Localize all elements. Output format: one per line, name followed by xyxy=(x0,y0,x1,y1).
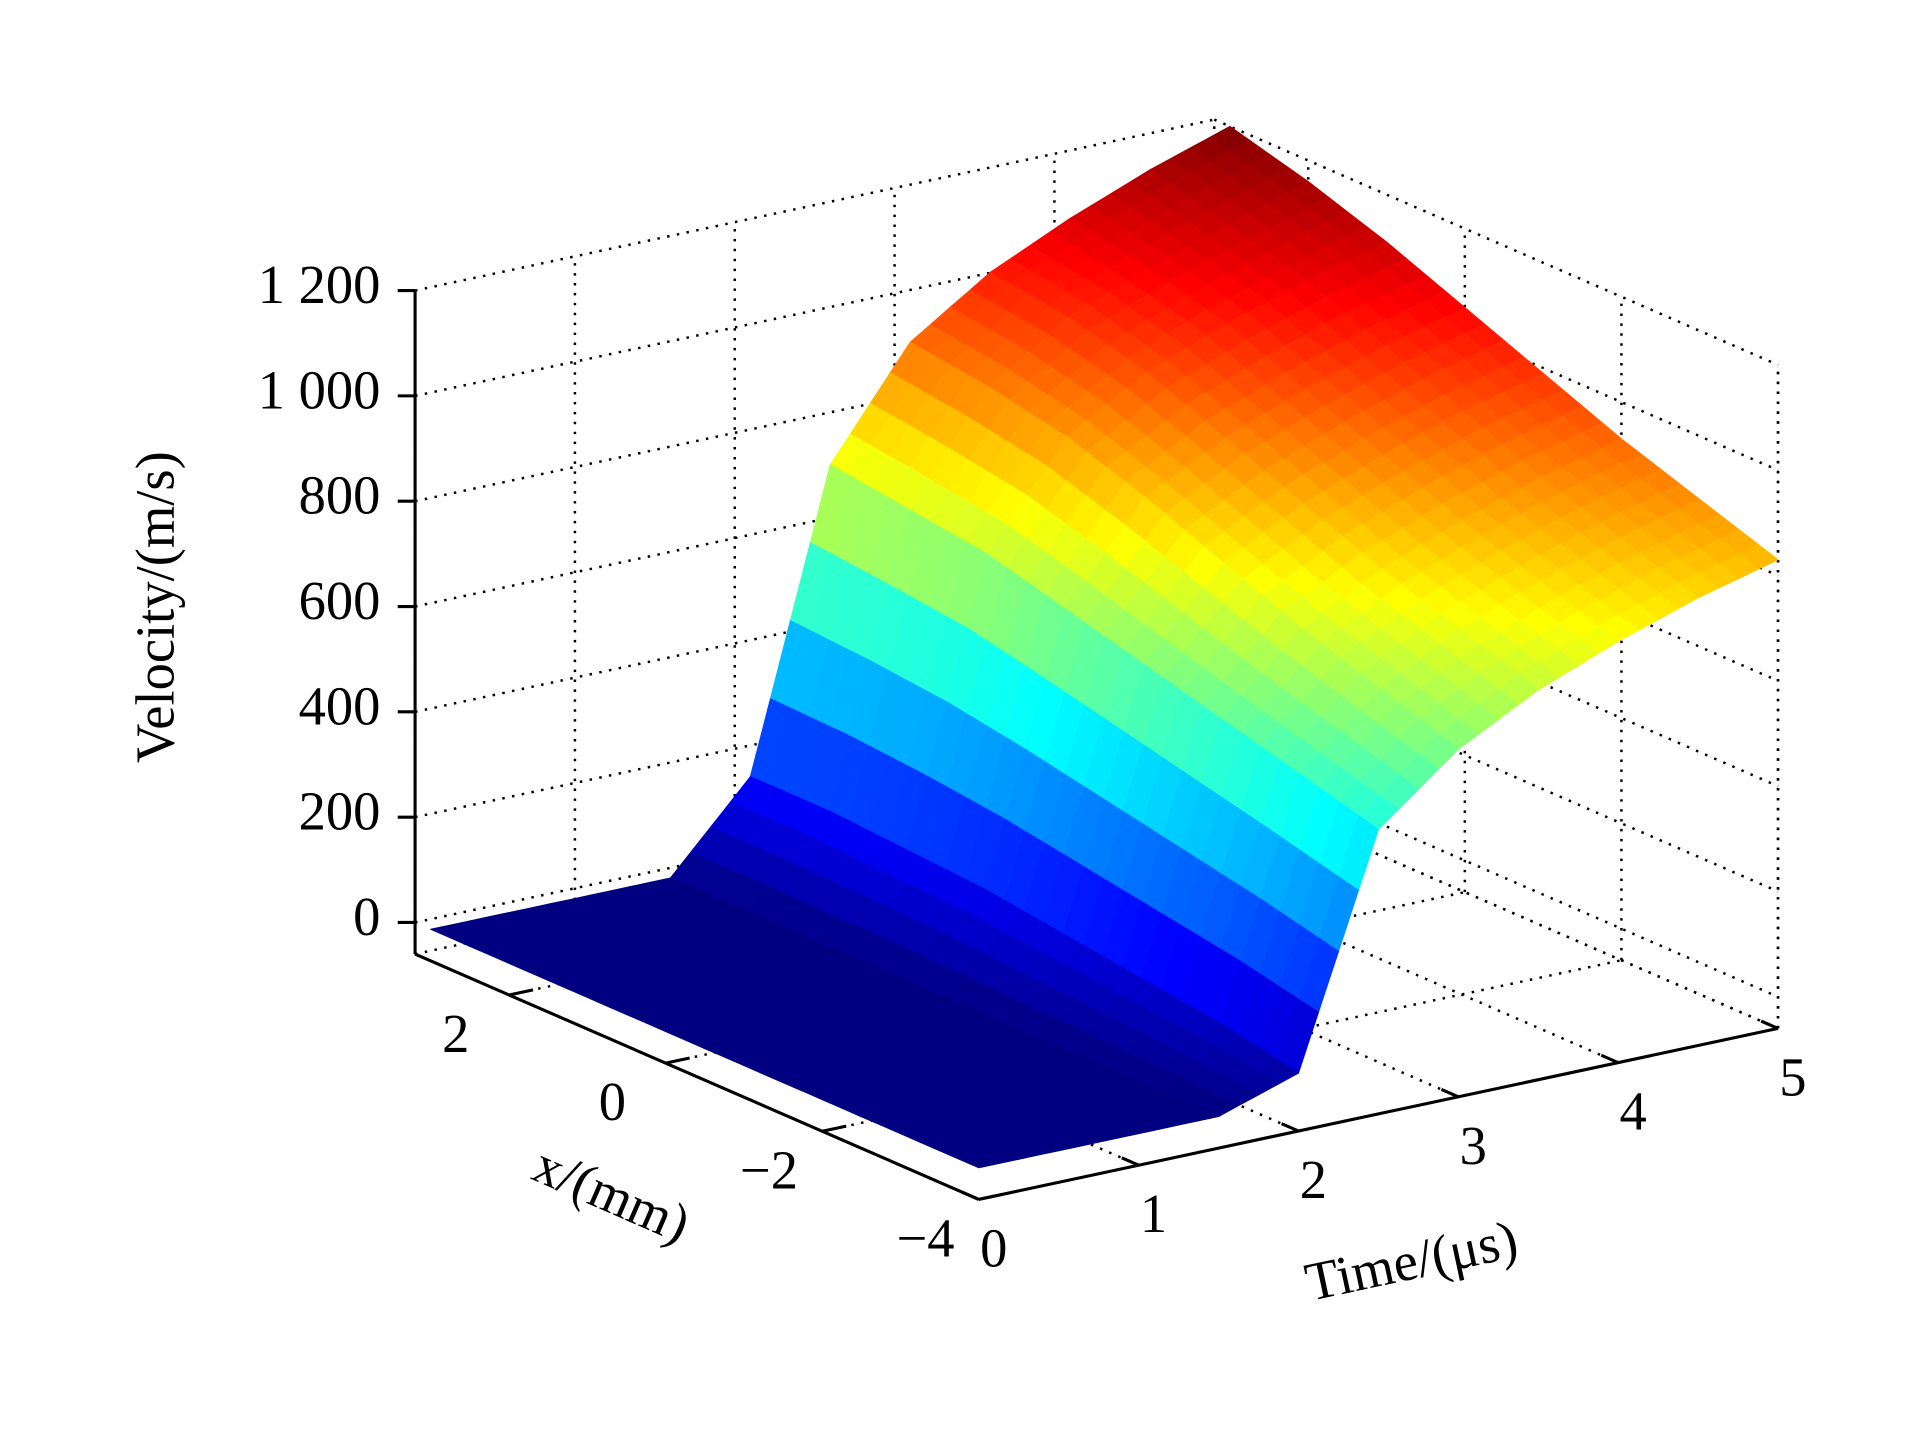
x-tick-label: 4 xyxy=(1619,1081,1646,1142)
z-tick-label: 400 xyxy=(299,675,381,736)
z-tick-label: 0 xyxy=(353,886,380,947)
surface-layer xyxy=(430,125,1779,1169)
grid-line xyxy=(1213,645,1779,893)
grid-line xyxy=(414,434,1215,608)
grid-line xyxy=(1213,750,1779,998)
x-tick xyxy=(1280,1122,1300,1133)
z-tick-label: 600 xyxy=(299,570,381,631)
z-tick-label: 800 xyxy=(299,465,381,526)
z-tick-label: 200 xyxy=(299,781,381,842)
y-axis-label: x/(mm) xyxy=(525,1133,699,1254)
x-axis xyxy=(978,1026,1779,1201)
y-tick xyxy=(821,1124,847,1133)
y-tick xyxy=(665,1056,690,1065)
x-tick-label: 2 xyxy=(1300,1149,1327,1210)
x-tick-label: 5 xyxy=(1779,1046,1806,1107)
grid-line xyxy=(1213,118,1779,367)
z-tick-label: 1 000 xyxy=(258,359,381,420)
x-axis-label: Time/(μs) xyxy=(1300,1208,1523,1313)
z-tick-label: 1 200 xyxy=(258,254,381,315)
y-tick-label: −2 xyxy=(740,1139,798,1200)
x-tick-label: 0 xyxy=(980,1217,1007,1278)
y-tick xyxy=(978,1192,1004,1201)
z-axis-label: Velocity/(m/s) xyxy=(125,451,186,763)
grid-line xyxy=(414,328,1215,503)
x-tick xyxy=(1760,1019,1779,1030)
x-tick xyxy=(1440,1088,1459,1099)
surface-patch xyxy=(958,1154,1000,1169)
x-tick-label: 1 xyxy=(1140,1183,1167,1244)
y-tick-label: 0 xyxy=(599,1071,626,1132)
x-tick xyxy=(1600,1053,1619,1065)
x-tick xyxy=(961,1190,980,1201)
grid-line xyxy=(414,118,1215,292)
x-tick xyxy=(1121,1156,1140,1167)
x-tick-label: 3 xyxy=(1460,1115,1487,1176)
grid-line xyxy=(414,223,1215,398)
y-tick-label: 2 xyxy=(442,1003,469,1064)
box-edge xyxy=(1213,781,1779,1030)
y-tick xyxy=(508,988,534,997)
y-tick-label: −4 xyxy=(897,1208,955,1269)
